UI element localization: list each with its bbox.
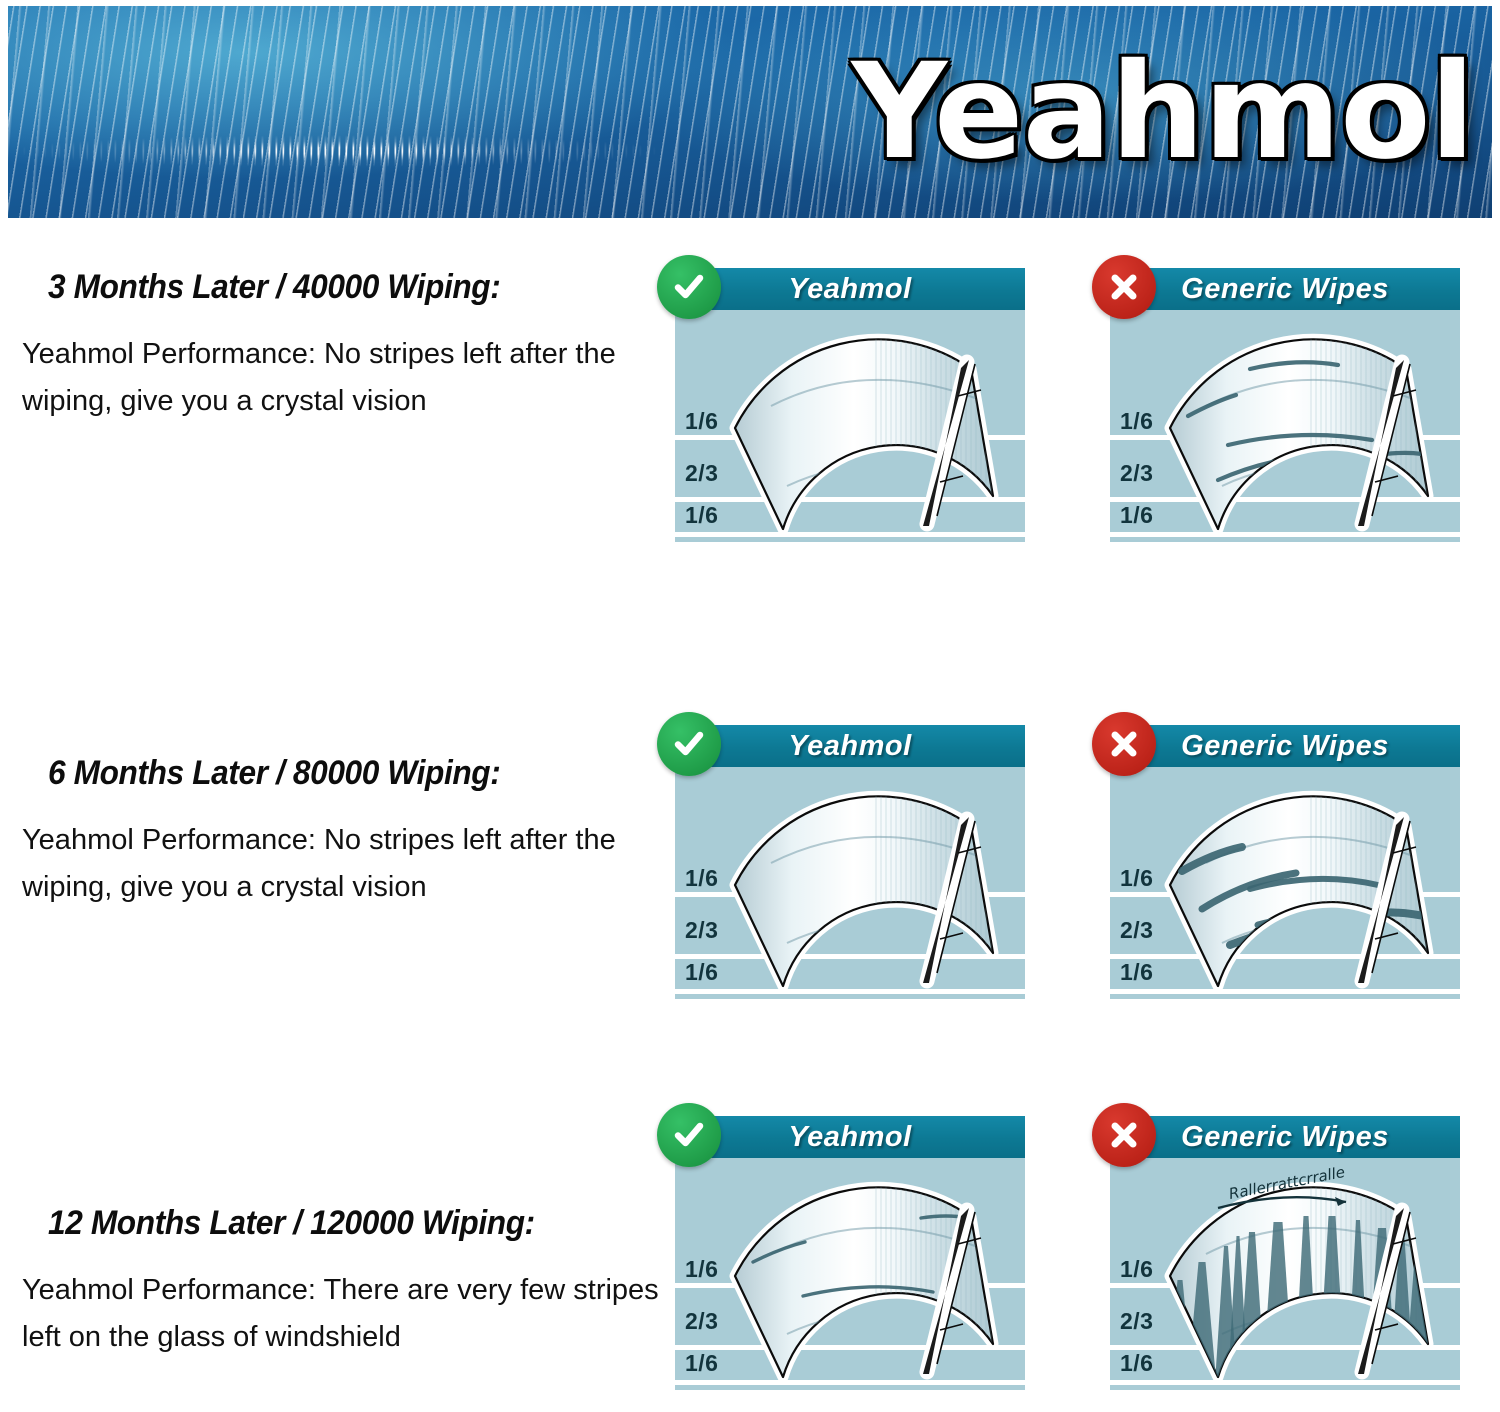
zone-label: 2/3 xyxy=(1120,1308,1154,1334)
windshield-arc-diagram xyxy=(1110,310,1460,542)
panel-title: Yeahmol xyxy=(788,730,912,762)
panel-header: Yeahmol xyxy=(657,712,1025,776)
zone-label: 1/6 xyxy=(685,959,719,985)
panel-body: 1/6 2/3 1/6 xyxy=(675,310,1025,542)
row-heading: 3 Months Later / 40000 Wiping: xyxy=(48,268,501,306)
panel-title: Yeahmol xyxy=(788,273,912,305)
x-circle-icon xyxy=(1092,255,1156,319)
zone-label: 1/6 xyxy=(685,1350,719,1376)
wipe-direction-arrow-icon xyxy=(1217,1196,1347,1210)
panel-title: Generic Wipes xyxy=(1181,730,1389,762)
windshield-arc-diagram xyxy=(675,1158,1025,1390)
panel-header: Generic Wipes xyxy=(1092,255,1460,319)
zone-label: 1/6 xyxy=(685,1256,719,1282)
zone-label: 2/3 xyxy=(685,1308,719,1334)
zone-label: 2/3 xyxy=(685,917,719,943)
zone-divider xyxy=(1110,989,1460,994)
panel-body: 1/6 2/3 1/6 xyxy=(675,1158,1025,1390)
zone-label: 1/6 xyxy=(685,865,719,891)
x-circle-icon xyxy=(1092,712,1156,776)
x-circle-icon xyxy=(1092,1103,1156,1167)
zone-label: 1/6 xyxy=(1120,502,1154,528)
panel-body: 1/6 2/3 1/6 xyxy=(1110,767,1460,999)
windshield-arc-diagram xyxy=(675,310,1025,542)
panel-yeahmol: Yeahmol 1/6 2/3 1/6 xyxy=(657,712,1025,999)
zone-divider xyxy=(1110,954,1460,959)
panel-title: Generic Wipes xyxy=(1181,1121,1389,1153)
zone-label: 1/6 xyxy=(1120,1256,1154,1282)
check-circle-icon xyxy=(657,712,721,776)
comparison-row: 3 Months Later / 40000 Wiping: Yeahmol P… xyxy=(0,255,1500,598)
panel-generic: Generic Wipes 1/6 2/3 1/6 Rallerrattcrra… xyxy=(1092,1103,1460,1390)
zone-divider xyxy=(675,497,1025,502)
zone-divider xyxy=(675,1345,1025,1350)
windshield-arc-diagram xyxy=(1110,1158,1460,1390)
panel-generic: Generic Wipes 1/6 2/3 1/6 xyxy=(1092,255,1460,542)
zone-label: 2/3 xyxy=(1120,460,1154,486)
header-banner: Yeahmol xyxy=(8,6,1492,218)
row-text-column: 12 Months Later / 120000 Wiping: Yeahmol… xyxy=(22,1204,672,1361)
check-circle-icon xyxy=(657,255,721,319)
zone-divider xyxy=(675,954,1025,959)
row-description: Yeahmol Performance: No stripes left aft… xyxy=(22,338,616,417)
zone-divider xyxy=(1110,1345,1460,1350)
panel-body: 1/6 2/3 1/6 Rallerrattcrralle xyxy=(1110,1158,1460,1390)
zone-label: 1/6 xyxy=(1120,1350,1154,1376)
panel-yeahmol: Yeahmol 1/6 2/3 1/6 xyxy=(657,1103,1025,1390)
zone-divider xyxy=(1110,532,1460,537)
comparison-row: 6 Months Later / 80000 Wiping: Yeahmol P… xyxy=(0,696,1500,1026)
panel-body: 1/6 2/3 1/6 xyxy=(675,767,1025,999)
panel-title: Generic Wipes xyxy=(1181,273,1389,305)
panel-generic: Generic Wipes 1/6 2/3 1/6 xyxy=(1092,712,1460,999)
comparison-row: 12 Months Later / 120000 Wiping: Yeahmol… xyxy=(0,1096,1500,1412)
zone-divider xyxy=(675,989,1025,994)
zone-label: 2/3 xyxy=(1120,917,1154,943)
row-text-column: 3 Months Later / 40000 Wiping: Yeahmol P… xyxy=(22,268,672,425)
windshield-arc-diagram xyxy=(675,767,1025,999)
zone-label: 1/6 xyxy=(1120,865,1154,891)
row-description: Yeahmol Performance: No stripes left aft… xyxy=(22,824,616,903)
panel-title: Yeahmol xyxy=(788,1121,912,1153)
panel-body: 1/6 2/3 1/6 xyxy=(1110,310,1460,542)
windshield-arc-diagram xyxy=(1110,767,1460,999)
zone-divider xyxy=(1110,497,1460,502)
check-circle-icon xyxy=(657,1103,721,1167)
waveform-graphic xyxy=(8,118,668,184)
row-text-column: 6 Months Later / 80000 Wiping: Yeahmol P… xyxy=(22,754,672,911)
brand-wordmark: Yeahmol xyxy=(851,35,1475,189)
row-description: Yeahmol Performance: There are very few … xyxy=(22,1274,659,1353)
panel-header: Yeahmol xyxy=(657,255,1025,319)
panel-header: Yeahmol xyxy=(657,1103,1025,1167)
zone-label: 1/6 xyxy=(685,408,719,434)
row-heading: 6 Months Later / 80000 Wiping: xyxy=(48,754,501,792)
zone-label: 1/6 xyxy=(1120,408,1154,434)
row-heading: 12 Months Later / 120000 Wiping: xyxy=(48,1204,535,1242)
zone-divider xyxy=(675,532,1025,537)
panel-yeahmol: Yeahmol 1/6 2/3 1/6 xyxy=(657,255,1025,542)
zone-divider xyxy=(675,1380,1025,1385)
zone-divider xyxy=(1110,1380,1460,1385)
zone-label: 1/6 xyxy=(1120,959,1154,985)
panel-header: Generic Wipes xyxy=(1092,712,1460,776)
zone-label: 2/3 xyxy=(685,460,719,486)
zone-label: 1/6 xyxy=(685,502,719,528)
panel-header: Generic Wipes xyxy=(1092,1103,1460,1167)
